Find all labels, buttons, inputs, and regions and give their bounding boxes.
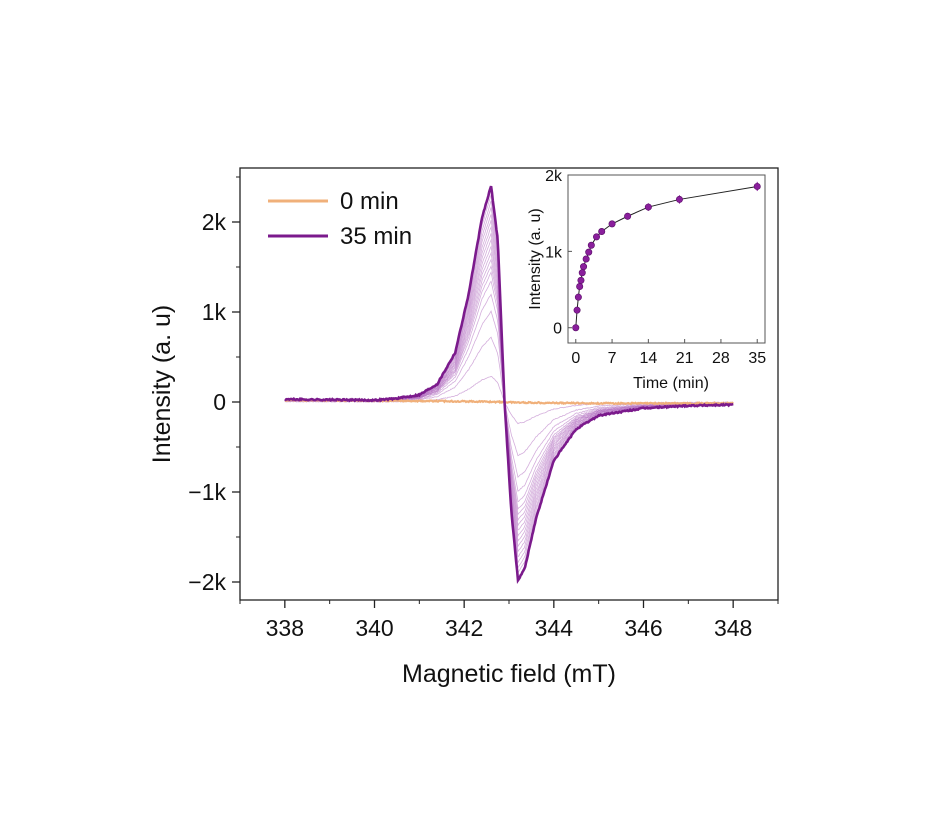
main-y-tick-label: −2k (188, 569, 226, 595)
inset-data-point (608, 220, 616, 228)
inset-data-point (573, 306, 581, 314)
main-y-axis-title: Intensity (a. u) (148, 305, 176, 463)
inset-y-tick-label: 2k (545, 168, 563, 185)
inset-x-tick-label: 21 (676, 350, 694, 367)
inset-data-point (598, 228, 606, 236)
inset-data-point (585, 248, 593, 256)
legend-label-0-min: 0 min (340, 188, 399, 215)
inset-background (568, 175, 765, 343)
inset-data (572, 181, 761, 332)
main-y-tick-label: 1k (202, 299, 227, 325)
main-y-tick-label: 2k (202, 209, 227, 235)
main-ticks (232, 176, 779, 608)
main-x-tick-label: 340 (355, 615, 393, 641)
main-y-tick-label: 0 (213, 389, 226, 415)
main-x-tick-label: 342 (445, 615, 483, 641)
inset-x-tick-label: 28 (712, 350, 730, 367)
inset-data-point (624, 212, 632, 220)
inset-data-point (644, 203, 652, 211)
inset-x-tick-label: 7 (608, 350, 617, 367)
inset-x-tick-label: 0 (571, 350, 580, 367)
inset-x-tick-label: 35 (748, 350, 766, 367)
main-x-axis-title: Magnetic field (mT) (402, 660, 616, 688)
inset-data-point (582, 255, 590, 263)
main-x-tick-label: 338 (266, 615, 304, 641)
main-x-tick-label: 344 (535, 615, 574, 641)
inset-data-point (572, 324, 580, 332)
inset-data-point (675, 195, 683, 203)
main-curves (284, 185, 734, 584)
series-35-min-line (284, 185, 734, 584)
inset-plot-frame (567, 174, 766, 344)
inset-x-axis-title: Time (min) (633, 375, 709, 392)
inset-data-point (580, 263, 588, 271)
main-y-tick-label: −1k (188, 479, 226, 505)
inset-data-point (576, 282, 584, 290)
inset-data-point (577, 276, 585, 284)
legend-label-35-min: 35 min (340, 223, 412, 250)
inset-data-point (593, 233, 601, 241)
inset-y-tick-label: 0 (553, 321, 562, 338)
inset-y-tick-label: 1k (545, 244, 563, 261)
main-legend: 0 min 35 min (268, 188, 412, 250)
main-plot-frame (239, 167, 779, 601)
inset-data-point (574, 293, 582, 301)
inset-chart: 0 7 14 21 28 35 0 1k 2k Time (min) Intensity (a.… (527, 168, 766, 392)
inset-data-point (753, 182, 761, 190)
main-chart: 338 340 342 344 346 348 −2k −1k 0 1k 2k Magnetic f… (148, 167, 779, 688)
inset-data-point (578, 269, 586, 277)
main-x-tick-label: 348 (714, 615, 752, 641)
inset-data-point (587, 241, 595, 249)
inset-x-tick-label: 14 (639, 350, 657, 367)
main-tick-labels: 338 340 342 344 346 348 −2k −1k 0 1k 2k (188, 209, 752, 641)
inset-tick-labels: 0 7 14 21 28 35 0 1k 2k (545, 168, 766, 367)
main-x-tick-label: 346 (624, 615, 662, 641)
inset-y-axis-title: Intensity (a. u) (527, 208, 544, 309)
